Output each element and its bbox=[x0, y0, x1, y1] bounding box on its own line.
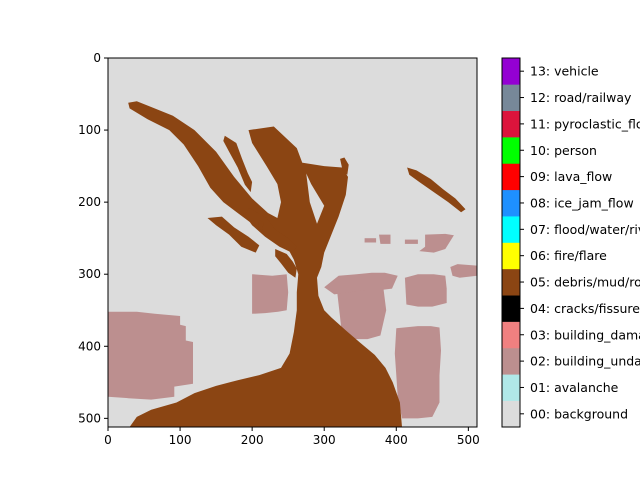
colorbar-swatch-12 bbox=[502, 84, 520, 112]
y-tick-label: 300 bbox=[78, 267, 101, 281]
class-region-2-7 bbox=[419, 233, 454, 253]
colorbar-swatch-10 bbox=[502, 137, 520, 164]
colorbar-swatch-8 bbox=[502, 189, 520, 217]
x-tick-label: 0 bbox=[104, 433, 112, 447]
colorbar-label-6: 06: fire/flare bbox=[530, 248, 607, 263]
colorbar-label-7: 07: flood/water/river bbox=[530, 222, 640, 237]
class-region-5-12 bbox=[207, 216, 260, 253]
plot-area bbox=[107, 57, 478, 428]
colorbar-label-9: 09: lava_flow bbox=[530, 169, 612, 184]
class-region-2-0 bbox=[108, 311, 193, 400]
x-tick-label: 200 bbox=[241, 433, 264, 447]
x-tick-label: 400 bbox=[385, 433, 408, 447]
colorbar-swatch-9 bbox=[502, 163, 520, 191]
class-region-2-1 bbox=[252, 274, 289, 314]
class-region-2-6 bbox=[379, 234, 391, 244]
class-region-2-2 bbox=[337, 287, 387, 340]
colorbar-swatch-13 bbox=[502, 58, 520, 85]
colorbar-label-3: 03: building_damaged bbox=[530, 327, 640, 342]
colorbar-label-13: 13: vehicle bbox=[530, 64, 599, 79]
plot-frame bbox=[107, 57, 478, 428]
class-region-5-16 bbox=[275, 249, 297, 278]
colorbar-swatch-2 bbox=[502, 347, 520, 375]
colorbar-swatch-7 bbox=[502, 216, 520, 243]
colorbar-label-2: 02: building_undamaged bbox=[530, 354, 640, 369]
colorbar-swatch-5 bbox=[502, 268, 520, 296]
colorbar-swatch-1 bbox=[502, 374, 520, 401]
colorbar-label-8: 08: ice_jam_flow bbox=[530, 195, 634, 210]
class-region-2-5 bbox=[404, 274, 447, 307]
x-axis: 0 100 200 300 400 500 bbox=[104, 427, 480, 447]
class-region-5-11 bbox=[128, 101, 402, 427]
class-region-5-18 bbox=[257, 220, 264, 231]
colorbar-label-10: 10: person bbox=[530, 143, 597, 158]
class-region-5-15 bbox=[407, 167, 466, 213]
class-region-2-3 bbox=[324, 272, 398, 295]
colorbar-label-5: 05: debris/mud/rock bbox=[530, 275, 640, 290]
x-tick-label: 100 bbox=[169, 433, 192, 447]
class-region-5-13 bbox=[244, 207, 297, 253]
y-tick-label: 0 bbox=[93, 51, 101, 65]
colorbar-label-11: 11: pyroclastic_flow bbox=[530, 116, 640, 131]
colorbar-swatch-3 bbox=[502, 321, 520, 349]
x-tick-label: 300 bbox=[313, 433, 336, 447]
colorbar-label-1: 01: avalanche bbox=[530, 380, 619, 395]
colorbar-swatch-0 bbox=[502, 400, 520, 428]
x-tick-label: 500 bbox=[457, 433, 480, 447]
y-tick-label: 500 bbox=[78, 411, 101, 425]
class-region-5-14 bbox=[223, 135, 253, 193]
colorbar-swatch-11 bbox=[502, 110, 520, 138]
colorbar-legend: 00: background 01: avalanche 02: building_… bbox=[501, 57, 640, 428]
colorbar-swatch-6 bbox=[502, 242, 520, 270]
colorbar-label-4: 04: cracks/fissure bbox=[530, 301, 640, 316]
class-region-2-9 bbox=[364, 238, 377, 243]
y-tick-label: 100 bbox=[78, 123, 101, 137]
colorbar-swatch-4 bbox=[502, 295, 520, 322]
colorbar-label-0: 00: background bbox=[530, 406, 628, 421]
class-region-2-4 bbox=[394, 326, 441, 419]
colorbar-frame bbox=[501, 57, 521, 428]
colorbar-label-12: 12: road/railway bbox=[530, 90, 632, 105]
class-region-5-17 bbox=[340, 157, 349, 175]
class-region-2-8 bbox=[450, 264, 477, 278]
y-tick-label: 200 bbox=[78, 195, 101, 209]
class-region-2-10 bbox=[404, 239, 418, 244]
y-axis: 0 100 200 300 400 500 bbox=[78, 51, 108, 425]
y-tick-label: 400 bbox=[78, 339, 101, 353]
